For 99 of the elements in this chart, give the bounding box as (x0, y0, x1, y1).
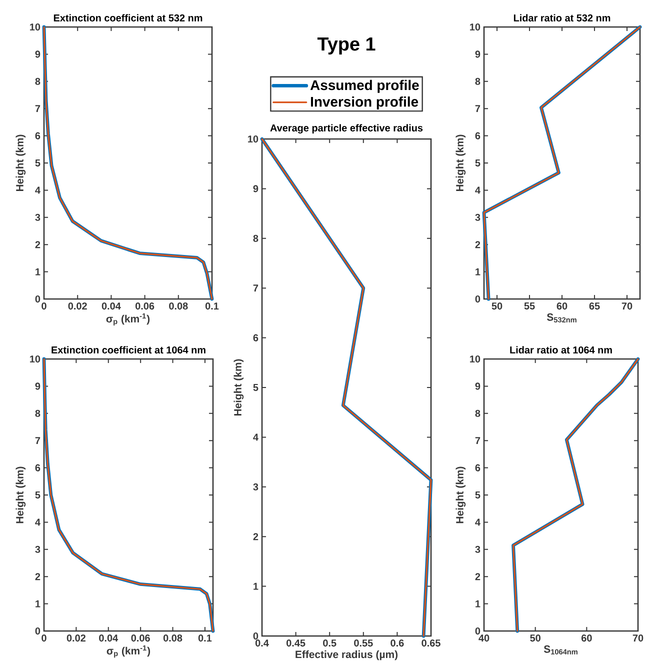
y-tick-label: 5 (475, 492, 480, 498)
y-tick-label: 3 (475, 546, 480, 553)
y-tick-label: 7 (35, 105, 40, 112)
x-axis-title: S$_{532nm}$ (546, 313, 576, 322)
chart-title: Lidar ratio at 1064 nm (510, 346, 612, 354)
y-tick-label: 9 (475, 50, 480, 58)
x-tick-label: 65 (589, 302, 600, 310)
x-tick-label: 0.04 (99, 634, 118, 642)
x-tick-label: 0.6 (390, 640, 404, 647)
y-axis-title: Height (km) (16, 466, 26, 524)
y-tick-label: 7 (35, 437, 40, 444)
x-tick-label: 0.55 (354, 640, 373, 647)
x-tick-label: 0.04 (102, 302, 121, 310)
y-tick-label: 9 (35, 50, 40, 58)
x-tick-label: 60 (581, 634, 592, 642)
y-tick-label: 6 (35, 464, 40, 472)
legend-label: Assumed profile (310, 80, 419, 93)
y-tick-label: 1 (254, 582, 258, 590)
x-tick-label: 0.02 (66, 634, 86, 642)
y-tick-label: 7 (253, 284, 258, 292)
y-tick-label: 2 (475, 241, 480, 248)
x-axis-title: S$_{1064nm}$ (544, 645, 578, 654)
y-axis-title: Height (km) (234, 359, 244, 416)
x-tick-label: 55 (524, 302, 535, 310)
y-tick-label: 3 (35, 546, 40, 553)
y-tick-label: 0 (35, 295, 40, 303)
y-tick-label: 1 (36, 268, 40, 276)
y-tick-label: 9 (475, 382, 480, 390)
y-tick-label: 10 (470, 23, 480, 31)
x-axis-title: σ$_{p}$ (km$^{-1}$) (106, 645, 150, 658)
y-tick-label: 8 (35, 78, 40, 85)
y-tick-label: 5 (35, 492, 40, 498)
y-tick-label: 2 (35, 241, 40, 248)
y-axis-title: Height (km) (456, 466, 466, 524)
y-tick-label: 0 (475, 295, 480, 303)
x-tick-label: 0.02 (68, 302, 87, 310)
x-tick-label: 0.65 (422, 640, 440, 647)
y-tick-label: 7 (475, 437, 480, 444)
y-tick-label: 2 (475, 573, 480, 580)
y-tick-label: 8 (35, 410, 40, 417)
y-tick-label: 8 (475, 410, 480, 417)
y-tick-label: 8 (253, 234, 258, 242)
x-axis-title: σ$_{p}$ (km$^{-1}$) (106, 313, 150, 326)
x-tick-label: 50 (530, 634, 540, 642)
x-tick-label: 50 (492, 302, 502, 310)
y-tick-label: 6 (475, 464, 480, 472)
x-tick-label: 70 (632, 634, 644, 642)
x-tick-label: 0 (42, 302, 46, 310)
x-tick-label: 70 (622, 302, 632, 310)
x-tick-label: 0.5 (323, 640, 336, 647)
y-tick-label: 10 (470, 355, 480, 363)
x-tick-label: 0.08 (163, 634, 182, 642)
y-tick-label: 7 (475, 105, 480, 112)
x-tick-label: 0.08 (169, 302, 188, 310)
y-tick-label: 5 (253, 384, 258, 391)
y-tick-label: 10 (30, 355, 40, 363)
chart-title: Average particle effective radius (270, 124, 423, 134)
legend-label: Inversion profile (311, 96, 418, 110)
y-tick-label: 6 (475, 132, 480, 140)
legend-title: Type 1 (317, 38, 376, 54)
y-tick-label: 1 (36, 600, 40, 608)
x-tick-label: 0.06 (131, 634, 150, 642)
y-tick-label: 10 (30, 23, 40, 31)
x-tick-label: 40 (478, 634, 490, 642)
x-tick-label: 0 (42, 634, 46, 642)
y-tick-label: 4 (475, 186, 480, 194)
x-tick-label: 0.1 (205, 302, 219, 310)
y-tick-label: 1 (476, 268, 480, 276)
x-tick-label: 0.06 (135, 302, 154, 310)
y-tick-label: 3 (35, 214, 40, 221)
y-tick-label: 2 (35, 573, 40, 580)
chart-title: Lidar ratio at 532 nm (514, 14, 610, 22)
y-tick-label: 9 (253, 185, 258, 192)
y-tick-label: 10 (248, 135, 258, 143)
y-tick-label: 2 (253, 533, 258, 540)
y-tick-label: 3 (475, 214, 480, 221)
y-tick-label: 3 (253, 483, 258, 490)
y-tick-label: 4 (35, 186, 40, 194)
x-tick-label: 60 (556, 302, 568, 310)
chart-title: Extinction coefficient at 1064 nm (52, 346, 206, 354)
y-tick-label: 4 (253, 434, 258, 441)
y-tick-label: 0 (475, 627, 480, 635)
x-tick-label: 0.1 (198, 634, 212, 642)
chart-title: Extinction coefficient at 532 nm (54, 14, 202, 22)
y-tick-label: 5 (35, 160, 40, 166)
y-tick-label: 6 (253, 334, 258, 342)
y-tick-label: 4 (475, 518, 480, 526)
y-tick-label: 1 (476, 600, 480, 608)
y-tick-label: 0 (35, 627, 40, 635)
x-tick-label: 0.45 (286, 640, 306, 647)
y-tick-label: 9 (35, 382, 40, 390)
x-axis-title: Effective radius (µm) (296, 650, 398, 660)
y-axis-title: Height (km) (16, 134, 26, 192)
y-tick-label: 5 (475, 160, 480, 166)
x-tick-label: 0.4 (255, 640, 269, 647)
y-tick-label: 6 (35, 132, 40, 140)
y-tick-label: 8 (475, 78, 480, 85)
y-axis-title: Height (km) (456, 134, 466, 192)
y-tick-label: 4 (35, 518, 40, 526)
